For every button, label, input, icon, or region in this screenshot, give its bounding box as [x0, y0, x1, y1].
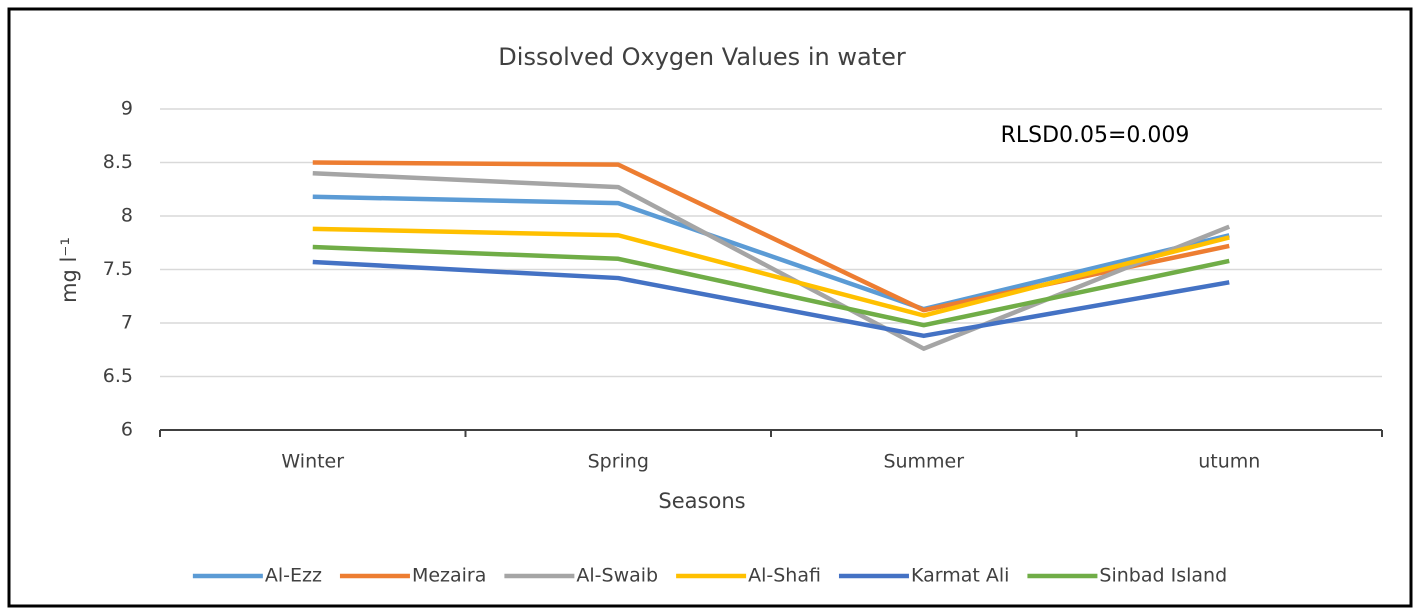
x-axis-title: Seasons — [658, 489, 745, 513]
y-tick-label: 7.5 — [103, 258, 133, 280]
legend-label: Al-Shafi — [748, 565, 821, 587]
legend-label: Sinbad Island — [1099, 565, 1227, 587]
legend-label: Al-Ezz — [265, 565, 322, 587]
legend-label: Mezaira — [412, 565, 486, 587]
series-line — [312, 244, 1230, 328]
y-axis-title: mg l⁻¹ — [57, 237, 81, 303]
series-line — [312, 226, 1230, 318]
legend-label: Karmat Ali — [911, 565, 1009, 587]
y-tick-label: 6.5 — [103, 365, 133, 387]
series-line — [312, 170, 1231, 351]
x-tick-label: Summer — [883, 451, 964, 473]
y-tick-label: 7 — [121, 312, 133, 334]
x-tick-label: utumn — [1198, 451, 1260, 473]
x-tick-label: Winter — [281, 451, 344, 473]
annotation: RLSD0.05=0.009 — [1001, 123, 1190, 148]
y-tick-label: 8 — [121, 205, 133, 227]
y-tick-label: 8.5 — [103, 151, 133, 173]
series-line — [312, 259, 1230, 339]
chart-frame — [7, 7, 1413, 608]
y-tick-label: 6 — [121, 419, 133, 441]
x-tick-label: Spring — [588, 451, 649, 473]
legend-label: Al-Swaib — [576, 565, 658, 587]
series-line — [312, 194, 1230, 312]
legend: Al-Ezz Mezaira Al-Swaib Al-Shafi Karmat Ali S… — [192, 565, 1227, 587]
y-tick-label: 9 — [121, 98, 133, 120]
chart-title: Dissolved Oxygen Values in water — [498, 43, 906, 71]
